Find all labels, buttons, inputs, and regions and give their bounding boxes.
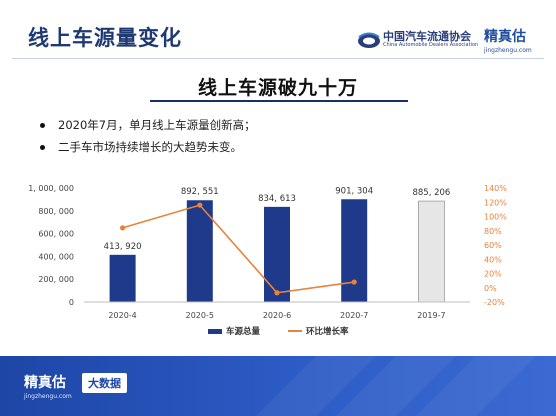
y-right-tick-label: -20% [484,298,505,307]
title-underline [12,58,544,59]
page-title: 线上车源量变化 [28,26,182,50]
line-point [197,202,203,208]
combo-chart: 1, 000, 000 800, 000 600, 000 400, 000 200, … [28,184,507,337]
bar [264,206,290,302]
y-left-tick-label: 0 [69,298,74,307]
footer-brand-name: 精真估 [24,375,66,391]
line-point [351,279,357,285]
bullet-list: 2020年7月，单月线上车源量创新高； 二手车市场持续增长的大趋势未变。 [40,114,256,158]
bar-data-label: 885, 206 [412,188,450,198]
y-left-tick-label: 200, 000 [38,275,74,284]
y-right-tick-label: 120% [484,198,507,207]
bar-data-label: 834, 613 [258,194,296,204]
line-point [120,225,126,231]
chart: 1, 000, 000 800, 000 600, 000 400, 000 200, … [0,160,556,350]
x-tick-label: 2020-5 [186,311,214,320]
line-series [122,204,355,294]
bar [109,254,136,302]
bullet-dot-icon [40,122,45,128]
bar-data-label: 892, 551 [181,187,219,197]
cada-wheel-icon [358,32,380,48]
bullet-text: 二手车市场持续增长的大趋势未变。 [58,140,242,154]
bar [341,199,368,302]
y-left-tick-label: 600, 000 [38,230,74,239]
bar [186,200,213,302]
brand-url: jingzhengu.com [484,47,532,54]
legend-label: 环比增长率 [306,326,349,337]
cada-name-en: China Automobile Dealers Association [383,42,479,48]
y-right-tick-label: 100% [484,213,507,222]
y-left-tick-label: 800, 000 [38,207,74,216]
y-left-tick-label: 1, 000, 000 [28,184,74,193]
y-right-tick-label: 60% [484,241,502,250]
cada-logo: 中国汽车流通协会 China Automobile Dealers Associ… [357,28,479,52]
brand-logo: 精真估 jingzhengu.com [484,26,544,54]
footer-tag: 大数据 [82,373,127,393]
x-tick-label: 2020-6 [263,311,291,320]
brand-name: 精真估 [484,29,526,45]
bullet-text: 2020年7月，单月线上车源量创新高； [58,118,256,132]
y-left-tick-label: 400, 000 [38,252,74,261]
footer: 精真估 jingzhengu.com 大数据 [0,356,556,416]
x-tick-label: 2020-4 [108,311,136,320]
bullet-item: 2020年7月，单月线上车源量创新高； [40,114,256,136]
legend-bar-swatch [208,329,222,334]
y-right-tick-label: 140% [484,184,507,193]
bar [417,200,445,303]
footer-brand-url: jingzhengu.com [24,393,72,400]
x-tick-label: 2019-7 [417,311,445,320]
legend-label: 车源总量 [226,326,261,337]
footer-stripes [256,356,536,416]
y-right-tick-label: 20% [484,270,502,279]
subtitle-rule [150,100,408,102]
cada-name-cn: 中国汽车流通协会 [383,30,471,43]
line-point [274,290,280,296]
y-right-tick-label: 0% [484,284,497,293]
bullet-item: 二手车市场持续增长的大趋势未变。 [40,136,256,158]
bar-data-label: 901, 304 [335,186,373,196]
y-right-tick-label: 80% [484,227,502,236]
bar-data-label: 413, 920 [104,242,142,252]
footer-brand: 精真估 jingzhengu.com [24,372,72,400]
y-right-tick-label: 40% [484,255,502,264]
slide-subtitle: 线上车源破九十万 [197,77,358,99]
x-tick-label: 2020-7 [340,311,368,320]
bullet-dot-icon [40,144,45,150]
